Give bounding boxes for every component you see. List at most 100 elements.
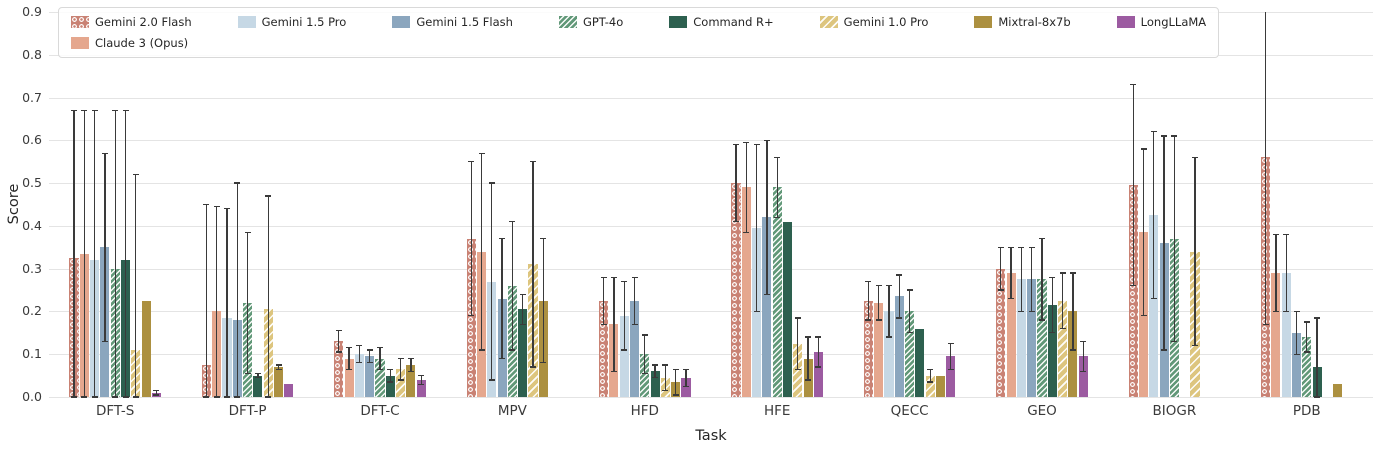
- legend-label: Gemini 1.5 Flash: [416, 15, 513, 29]
- error-bar-cap: [1262, 323, 1269, 325]
- legend-swatch: [71, 16, 89, 28]
- error-bar: [807, 337, 809, 380]
- error-bar-cap: [377, 368, 383, 370]
- error-bar-cap: [906, 289, 913, 291]
- legend-item: Gemini 1.5 Flash: [392, 15, 513, 29]
- error-bar: [532, 161, 534, 368]
- error-bar: [745, 142, 747, 233]
- x-tick-label: HFD: [630, 403, 659, 419]
- error-bar-cap: [1140, 315, 1147, 317]
- y-tick-label: 0.0: [22, 389, 42, 404]
- error-bar: [1285, 234, 1287, 312]
- error-bar-cap: [71, 396, 77, 398]
- bar: [1058, 300, 1068, 397]
- bar: [416, 379, 426, 397]
- error-bar-cap: [244, 372, 251, 375]
- legend-swatch: [392, 16, 411, 28]
- error-bar-cap: [1192, 156, 1198, 159]
- error-bar: [420, 375, 422, 385]
- bar: [894, 296, 904, 397]
- error-bar: [257, 373, 259, 378]
- error-bar: [908, 290, 911, 333]
- error-bar-cap: [366, 362, 373, 364]
- error-bar-cap: [101, 152, 108, 154]
- x-tick-label: HFE: [763, 403, 791, 419]
- plot-area: [49, 12, 1373, 398]
- error-bar: [766, 140, 768, 295]
- error-bar: [602, 277, 605, 325]
- error-bar-cap: [1039, 319, 1045, 321]
- legend-column: Gemini 1.5 Flash: [392, 15, 513, 29]
- bar: [915, 328, 925, 397]
- error-bar: [501, 238, 503, 359]
- bar: [884, 311, 894, 397]
- error-bar: [817, 337, 820, 368]
- error-bar-cap: [947, 342, 954, 345]
- error-bar-cap: [540, 362, 547, 364]
- bar: [629, 300, 640, 397]
- error-bar-cap: [81, 109, 88, 112]
- error-bar: [104, 153, 106, 342]
- legend-item: Gemini 1.0 Pro: [819, 15, 928, 29]
- error-bar-cap: [886, 285, 892, 287]
- error-bar-cap: [733, 143, 739, 146]
- error-bar-cap: [1314, 317, 1321, 319]
- error-bar: [1194, 157, 1196, 346]
- x-tick-label: GEO: [1027, 403, 1057, 419]
- error-bar-cap: [662, 364, 669, 366]
- error-bar: [675, 369, 677, 395]
- error-bar-cap: [1272, 233, 1279, 236]
- bar: [344, 358, 354, 397]
- error-bar-cap: [1293, 310, 1300, 313]
- error-bar-cap: [1059, 327, 1066, 330]
- error-bar-cap: [1283, 233, 1290, 236]
- error-bar-cap: [203, 203, 210, 206]
- error-bar-cap: [743, 141, 750, 144]
- error-bar-cap: [753, 143, 760, 146]
- error-bar: [124, 110, 127, 397]
- error-bar-cap: [906, 332, 913, 334]
- error-bar-cap: [886, 336, 892, 338]
- error-bar: [867, 281, 870, 320]
- error-bar: [93, 110, 96, 397]
- bar: [1006, 272, 1016, 397]
- error-bar: [135, 174, 137, 397]
- error-bar: [735, 144, 737, 222]
- error-bar: [644, 334, 646, 374]
- bar: [1068, 311, 1078, 397]
- error-bar-cap: [387, 381, 394, 383]
- gridline: [49, 354, 1373, 356]
- legend-swatch: [819, 16, 838, 28]
- error-bar: [776, 157, 778, 218]
- error-bar: [1061, 272, 1064, 329]
- error-bar-cap: [122, 109, 129, 112]
- error-bar-cap: [774, 216, 781, 218]
- error-bar-cap: [112, 109, 119, 112]
- error-bar-cap: [631, 323, 638, 325]
- error-bar-cap: [1080, 340, 1087, 343]
- error-bar-cap: [1069, 349, 1076, 351]
- error-bar-cap: [1069, 272, 1076, 274]
- bar: [253, 375, 263, 397]
- error-bar-cap: [519, 323, 526, 325]
- legend-item: Gemini 1.5 Pro: [237, 15, 346, 29]
- error-bar-cap: [275, 368, 282, 370]
- error-bar-cap: [346, 368, 353, 370]
- error-bar: [399, 358, 402, 380]
- error-bar: [1163, 136, 1165, 350]
- bar: [731, 183, 741, 397]
- legend-column: Mixtral-8x7b: [974, 15, 1071, 29]
- bar: [813, 352, 823, 397]
- gridline: [49, 311, 1373, 313]
- legend-label: LongLLaMA: [1140, 15, 1207, 29]
- error-bar-cap: [366, 349, 373, 351]
- error-bar-cap: [213, 396, 220, 398]
- error-bar-cap: [672, 394, 679, 396]
- error-bar: [664, 364, 667, 391]
- error-bar: [1306, 322, 1308, 353]
- bar: [650, 371, 660, 397]
- error-bar-cap: [1303, 321, 1310, 323]
- error-bar-cap: [356, 362, 363, 364]
- error-bar-cap: [652, 377, 659, 379]
